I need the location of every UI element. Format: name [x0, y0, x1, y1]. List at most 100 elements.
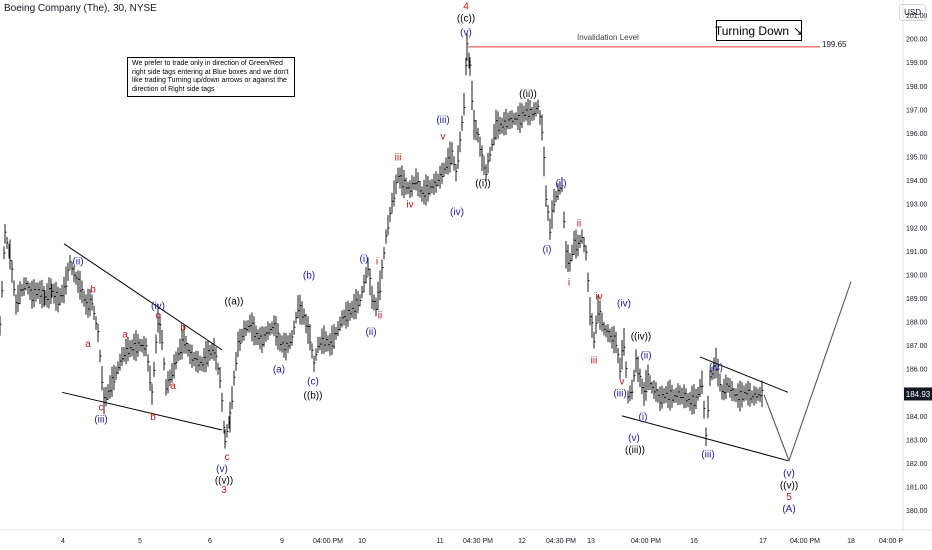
wave-label: (iv)	[617, 299, 631, 310]
wave-label: ((v))	[780, 480, 798, 491]
wave-label: ((c))	[457, 13, 475, 24]
wave-label: a	[122, 329, 128, 340]
wave-label: (v)	[216, 464, 228, 475]
y-tick-label: 199.00	[906, 60, 928, 67]
currency-label[interactable]: USD	[899, 4, 926, 21]
wave-label: b	[150, 412, 156, 423]
invalidation-label: Invalidation Level	[577, 33, 639, 42]
wave-label: (ii)	[640, 351, 651, 362]
wave-label: 5	[786, 492, 792, 503]
wave-label: (ii)	[72, 256, 83, 267]
wave-label: iv	[406, 200, 413, 211]
x-tick-label: 04:00 PM	[631, 538, 661, 545]
x-tick-label: 04:00 P	[879, 538, 903, 545]
wave-label: a	[170, 381, 176, 392]
y-tick-label: 180.00	[906, 508, 928, 515]
wave-label: (iv)	[450, 207, 464, 218]
wave-label: (iii)	[94, 414, 107, 425]
wave-label: (b)	[303, 270, 315, 281]
y-tick-label: 182.00	[906, 461, 928, 468]
wave-label: v	[441, 131, 446, 142]
wave-label: ((iv))	[631, 332, 652, 343]
wave-label: (v)	[783, 468, 795, 479]
wave-label: c	[225, 452, 230, 463]
wave-label: (ii)	[555, 178, 566, 189]
wave-label: iii	[591, 355, 598, 366]
x-tick-label: 9	[280, 538, 284, 545]
x-tick-label: 6	[208, 538, 212, 545]
x-tick-label: 5	[138, 538, 142, 545]
y-tick-label: 190.00	[906, 272, 928, 279]
trendline	[699, 356, 789, 393]
y-tick-label: 192.00	[906, 225, 928, 232]
trendline	[61, 391, 223, 431]
wave-label: a	[85, 339, 91, 350]
wave-label: (iv)	[709, 362, 723, 373]
wave-label: c	[99, 402, 104, 413]
wave-label: iv	[595, 292, 602, 303]
wave-label: b	[90, 285, 96, 296]
wave-label: b	[180, 322, 186, 333]
x-tick-label: 04:00 PM	[313, 538, 343, 545]
y-tick-label: 187.00	[906, 343, 928, 350]
last-price-tag: 184.93	[904, 387, 932, 401]
wave-label: ((ii))	[519, 89, 537, 100]
wave-label: (v)	[460, 28, 472, 39]
projection-line	[763, 281, 852, 463]
y-tick-label: 194.00	[906, 178, 928, 185]
invalidation-value: 199.65	[822, 40, 847, 49]
y-tick-label: 200.00	[906, 37, 928, 44]
wave-label: ii	[577, 219, 581, 230]
wave-label: iii	[395, 153, 402, 164]
y-tick-label: 184.00	[906, 414, 928, 421]
x-tick-label: 04:30 PM	[546, 538, 576, 545]
wave-label: c	[156, 311, 161, 322]
y-tick-label: 191.00	[906, 249, 928, 256]
wave-label: i	[568, 278, 570, 289]
wave-label: i	[376, 256, 378, 267]
x-tick-label: 10	[358, 538, 366, 545]
wave-label: (c)	[307, 377, 319, 388]
wave-label: ii	[378, 311, 382, 322]
y-tick-label: 196.00	[906, 131, 928, 138]
wave-label: (a)	[273, 365, 285, 376]
y-tick-label: 183.00	[906, 437, 928, 444]
x-tick-label: 18	[847, 538, 855, 545]
wave-label: v	[620, 377, 625, 388]
x-tick-label: 04:30 PM	[463, 538, 493, 545]
x-axis: 4 5 6 9 04:00 PM 10 11 04:30 PM 12 04:30 PM 13 04:0…	[61, 538, 903, 545]
wave-label: (iv)	[151, 301, 165, 312]
y-tick-label: 189.00	[906, 296, 928, 303]
trendline	[621, 415, 789, 462]
turning-down-label: Turning Down	[714, 23, 790, 38]
price-series	[0, 33, 764, 449]
wave-label: ((v))	[215, 476, 233, 487]
wave-labels: (ii)bac(iii)ab(iv)cba((a))c(v)((v))3(a)(…	[72, 2, 798, 515]
trendline	[63, 243, 223, 351]
wave-label: ((i))	[475, 178, 491, 189]
y-tick-label: 193.00	[906, 202, 928, 209]
chart-title: Boeing Company (The), 30, NYSE	[4, 3, 157, 14]
trading-note: We prefer to trade only in direction of …	[127, 57, 295, 97]
wave-label: (iii)	[701, 450, 714, 461]
last-price-label: 184.93	[906, 390, 931, 399]
wave-label: (ii)	[365, 327, 376, 338]
wave-label: (A)	[782, 504, 795, 515]
y-tick-label: 197.00	[906, 107, 928, 114]
projection-path	[763, 281, 852, 463]
wave-label: (v)	[628, 433, 640, 444]
wave-label: 3	[221, 485, 227, 496]
y-tick-label: 195.00	[906, 155, 928, 162]
wave-label: (i)	[543, 244, 552, 255]
x-tick-label: 11	[436, 538, 443, 545]
wave-label: ((a))	[225, 296, 244, 307]
x-tick-label: 16	[690, 538, 698, 545]
wave-label: (i)	[360, 254, 369, 265]
y-tick-label: 201.00	[906, 13, 928, 20]
wave-label: (i)	[639, 412, 648, 423]
wave-label: (iii)	[613, 388, 626, 399]
wave-label: (iii)	[436, 115, 449, 126]
wave-label: ((b))	[304, 391, 323, 402]
arrow-down-right-icon: ↘	[793, 23, 804, 38]
